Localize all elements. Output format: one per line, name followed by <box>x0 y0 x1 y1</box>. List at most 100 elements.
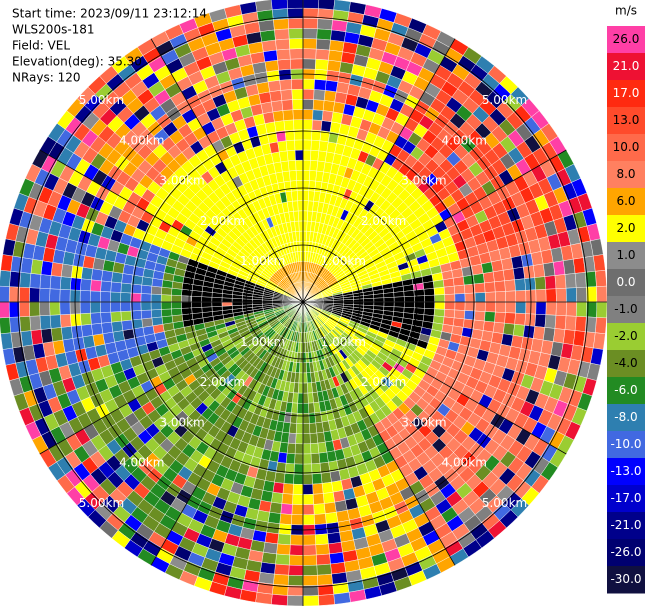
colorbar-tick-label: 0.0 <box>616 275 635 289</box>
range-gate <box>110 311 122 323</box>
range-gate <box>298 210 304 222</box>
range-label: 5.00km <box>482 496 527 510</box>
range-gate <box>574 272 587 288</box>
range-gate <box>298 382 304 394</box>
range-gate <box>452 276 465 287</box>
range-gate <box>80 312 92 326</box>
colorbar-segment <box>607 539 645 567</box>
range-gate <box>278 150 289 163</box>
range-gate <box>151 316 164 327</box>
range-gate <box>535 289 547 303</box>
colorbar-tick-label: -8.0 <box>614 410 637 424</box>
range-gate <box>267 80 281 93</box>
overlay: 1.00km 1.00km 1.00km 1.00km 2.00km 2.00km 2.00… <box>0 0 607 606</box>
range-gate <box>269 501 283 514</box>
range-gate <box>297 392 304 404</box>
range-gate <box>191 307 203 314</box>
range-gate <box>312 493 325 505</box>
range-gate <box>201 306 213 313</box>
range-gate <box>323 501 337 514</box>
range-gate <box>310 139 321 152</box>
spoke <box>39 149 304 303</box>
range-gate <box>259 561 276 575</box>
range-gate <box>532 326 546 341</box>
range-gate <box>19 272 32 288</box>
range-gate <box>314 533 329 546</box>
range-gate <box>191 295 203 303</box>
range-gate <box>313 503 326 515</box>
range-gate <box>276 48 291 61</box>
range-gate <box>595 270 607 287</box>
range-gate <box>0 317 11 334</box>
range-gate <box>0 332 13 350</box>
range-gate <box>545 301 557 316</box>
range-gate <box>277 140 288 153</box>
colorbar-tick-label: 2.0 <box>616 221 635 235</box>
range-gate <box>201 301 213 308</box>
range-gate <box>318 594 335 606</box>
range-gate <box>298 220 304 232</box>
range-gate <box>287 18 304 29</box>
range-gate <box>414 295 425 303</box>
range-gate <box>260 101 274 114</box>
range-gate <box>307 382 313 394</box>
range-gate <box>181 307 193 315</box>
range-gate <box>514 278 526 292</box>
range-gate <box>329 470 342 483</box>
range-label: 3.00km <box>159 174 204 188</box>
range-gate <box>330 561 347 575</box>
range-gate <box>474 292 486 303</box>
range-gate <box>502 322 515 336</box>
range-gate <box>330 29 347 43</box>
range-gate <box>316 431 326 444</box>
range-label: 2.00km <box>200 375 245 389</box>
range-gate <box>433 286 445 296</box>
range-gate <box>443 285 456 295</box>
range-gate <box>150 309 163 319</box>
colorbar-tick-label: -30.0 <box>610 572 641 586</box>
range-gate <box>545 288 557 303</box>
range-gate <box>221 301 233 307</box>
range-label: 3.00km <box>401 174 446 188</box>
range-gate <box>0 285 10 303</box>
range-gate <box>262 111 275 124</box>
range-gate <box>101 270 114 283</box>
range-gate <box>302 443 312 455</box>
range-gate <box>290 58 304 70</box>
spoke <box>302 301 456 566</box>
colorbar: m/s 26.0 21.0 17.0 13.0 10.0 8.0 6.0 2.0 1.0 0.0 -1… <box>607 4 645 594</box>
range-gate <box>306 372 312 384</box>
range-gate <box>484 291 496 303</box>
range-gate <box>434 301 446 310</box>
range-gate <box>49 275 62 290</box>
range-gate <box>293 119 304 131</box>
range-gate <box>302 595 320 607</box>
range-gate <box>383 297 395 303</box>
range-gate <box>302 38 317 50</box>
colorbar-tick-label: 13.0 <box>613 113 640 127</box>
range-gate <box>316 28 332 41</box>
range-gate <box>535 301 547 315</box>
range-gate <box>413 289 425 297</box>
range-gate <box>241 301 253 306</box>
range-gate <box>258 19 275 32</box>
colorbar-segment <box>607 26 645 54</box>
range-gate <box>495 291 506 303</box>
range-gate <box>292 99 304 110</box>
range-gate <box>331 572 348 585</box>
range-gate <box>161 308 173 318</box>
range-gate <box>285 139 296 152</box>
range-gate <box>302 48 317 60</box>
range-gate <box>302 575 319 586</box>
range-gate <box>554 315 567 330</box>
range-gate <box>81 324 94 338</box>
range-gate <box>29 273 42 289</box>
range-gate <box>596 285 608 303</box>
colorbar-tick-label: -6.0 <box>614 383 637 397</box>
range-gate <box>484 311 496 323</box>
range-gate <box>442 277 455 288</box>
range-gate <box>302 494 314 505</box>
range-gate <box>286 595 304 607</box>
range-gate <box>512 266 525 280</box>
colorbar-tick-label: 10.0 <box>613 140 640 154</box>
